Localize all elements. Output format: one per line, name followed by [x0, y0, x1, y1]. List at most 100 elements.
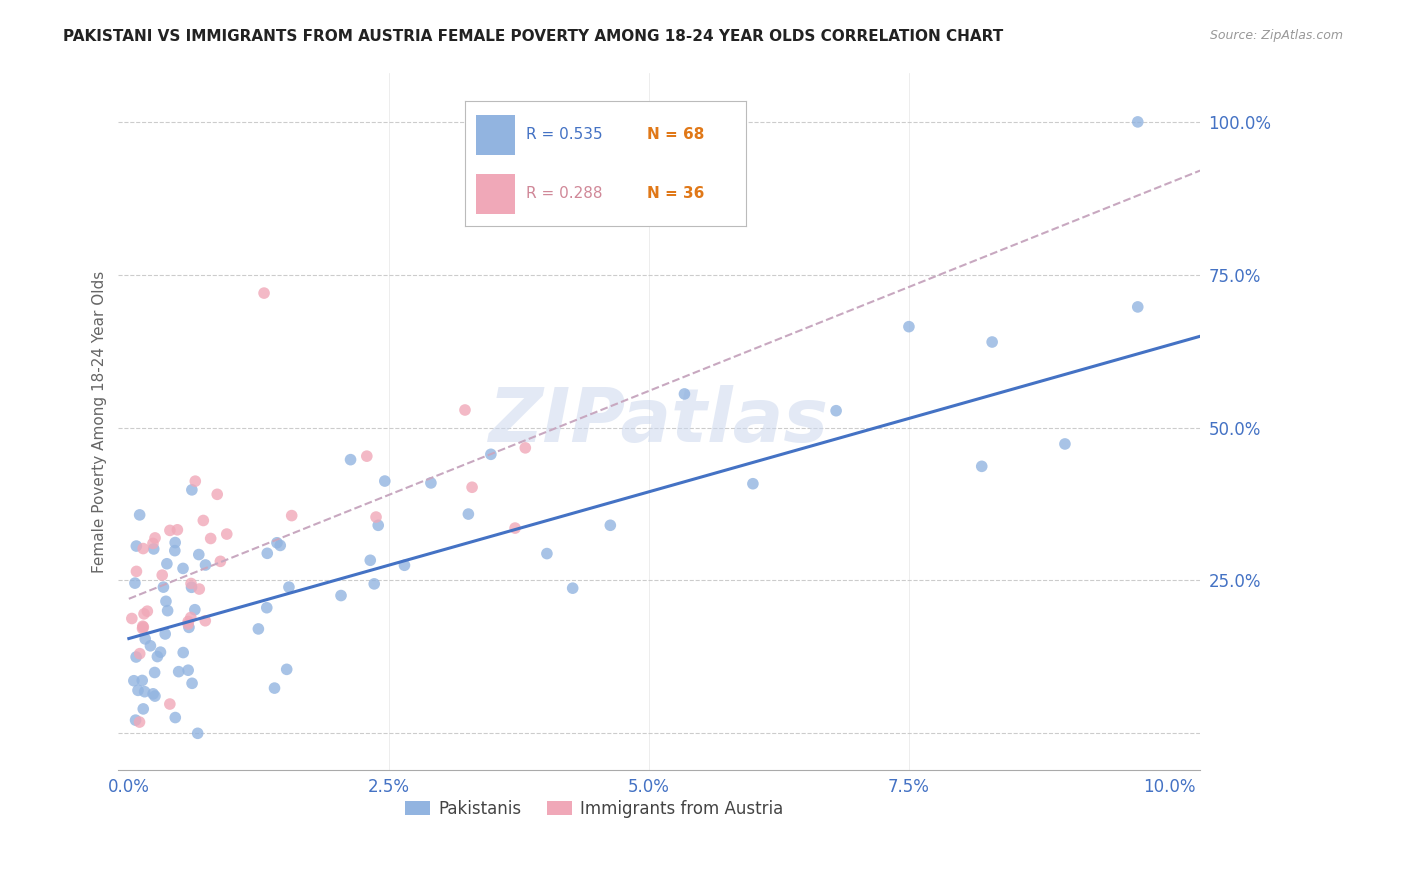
Point — [163, 543, 186, 558]
Point — [200, 532, 222, 546]
Point — [125, 565, 148, 579]
Point — [142, 536, 165, 550]
Point — [128, 714, 150, 729]
Point — [124, 576, 146, 591]
Point — [150, 568, 173, 582]
Point — [454, 403, 477, 417]
Point — [193, 514, 215, 528]
Point — [177, 620, 200, 634]
Point — [599, 518, 621, 533]
Point — [172, 561, 194, 575]
Point — [180, 576, 202, 591]
Point — [187, 548, 209, 562]
Point — [741, 476, 763, 491]
Point — [205, 487, 228, 501]
Point — [165, 535, 187, 549]
Point — [131, 673, 153, 688]
Point — [970, 459, 993, 474]
Point — [461, 480, 484, 494]
Point — [124, 713, 146, 727]
Point — [180, 610, 202, 624]
Point — [172, 646, 194, 660]
Point — [128, 508, 150, 522]
Point — [152, 580, 174, 594]
Point — [159, 524, 181, 538]
Point — [121, 611, 143, 625]
Point — [143, 665, 166, 680]
Point — [122, 673, 145, 688]
Point — [503, 521, 526, 535]
Point — [374, 474, 396, 488]
Point — [1126, 115, 1149, 129]
Point — [136, 604, 159, 618]
Text: PAKISTANI VS IMMIGRANTS FROM AUSTRIA FEMALE POVERTY AMONG 18-24 YEAR OLDS CORREL: PAKISTANI VS IMMIGRANTS FROM AUSTRIA FEM… — [63, 29, 1004, 44]
Point — [134, 684, 156, 698]
Point — [155, 594, 177, 608]
Point — [256, 600, 278, 615]
Point — [269, 538, 291, 552]
Point — [479, 447, 502, 461]
Point — [159, 697, 181, 711]
Point — [184, 603, 207, 617]
Point — [359, 553, 381, 567]
Point — [134, 632, 156, 646]
Point — [142, 687, 165, 701]
Point — [194, 558, 217, 572]
Point — [165, 710, 187, 724]
Point — [253, 286, 276, 301]
Point — [266, 535, 288, 549]
Point — [515, 441, 537, 455]
Point — [394, 558, 416, 573]
Point — [825, 403, 848, 417]
Point — [339, 452, 361, 467]
Y-axis label: Female Poverty Among 18-24 Year Olds: Female Poverty Among 18-24 Year Olds — [93, 270, 107, 573]
Point — [184, 474, 207, 488]
Point — [277, 580, 299, 594]
Point — [132, 620, 155, 634]
Point — [457, 507, 479, 521]
Point — [247, 622, 270, 636]
Point — [188, 582, 211, 596]
Point — [132, 702, 155, 716]
Legend: Pakistanis, Immigrants from Austria: Pakistanis, Immigrants from Austria — [399, 793, 790, 824]
Point — [367, 518, 389, 533]
Point — [673, 387, 696, 401]
Point — [177, 617, 200, 632]
Point — [177, 663, 200, 677]
Point — [155, 627, 177, 641]
Point — [125, 539, 148, 553]
Point — [132, 607, 155, 621]
Point — [181, 676, 204, 690]
Point — [364, 510, 387, 524]
Point — [330, 589, 353, 603]
Point — [166, 523, 188, 537]
Point — [156, 557, 179, 571]
Point — [356, 449, 378, 463]
Point — [215, 527, 238, 541]
Point — [194, 614, 217, 628]
Point — [125, 650, 148, 665]
Point — [146, 649, 169, 664]
Point — [209, 554, 232, 568]
Point — [139, 639, 162, 653]
Point — [276, 662, 298, 676]
Point — [177, 615, 200, 629]
Point — [142, 541, 165, 556]
Point — [897, 319, 920, 334]
Point — [143, 531, 166, 545]
Point — [1053, 437, 1076, 451]
Point — [167, 665, 190, 679]
Point — [419, 475, 441, 490]
Point — [981, 334, 1004, 349]
Point — [149, 645, 172, 659]
Point — [180, 580, 202, 594]
Text: ZIPatlas: ZIPatlas — [489, 385, 830, 458]
Point — [256, 546, 278, 560]
Point — [180, 483, 202, 497]
Point — [132, 619, 155, 633]
Point — [536, 547, 558, 561]
Point — [127, 683, 149, 698]
Point — [1126, 300, 1149, 314]
Point — [561, 581, 583, 595]
Text: Source: ZipAtlas.com: Source: ZipAtlas.com — [1209, 29, 1343, 42]
